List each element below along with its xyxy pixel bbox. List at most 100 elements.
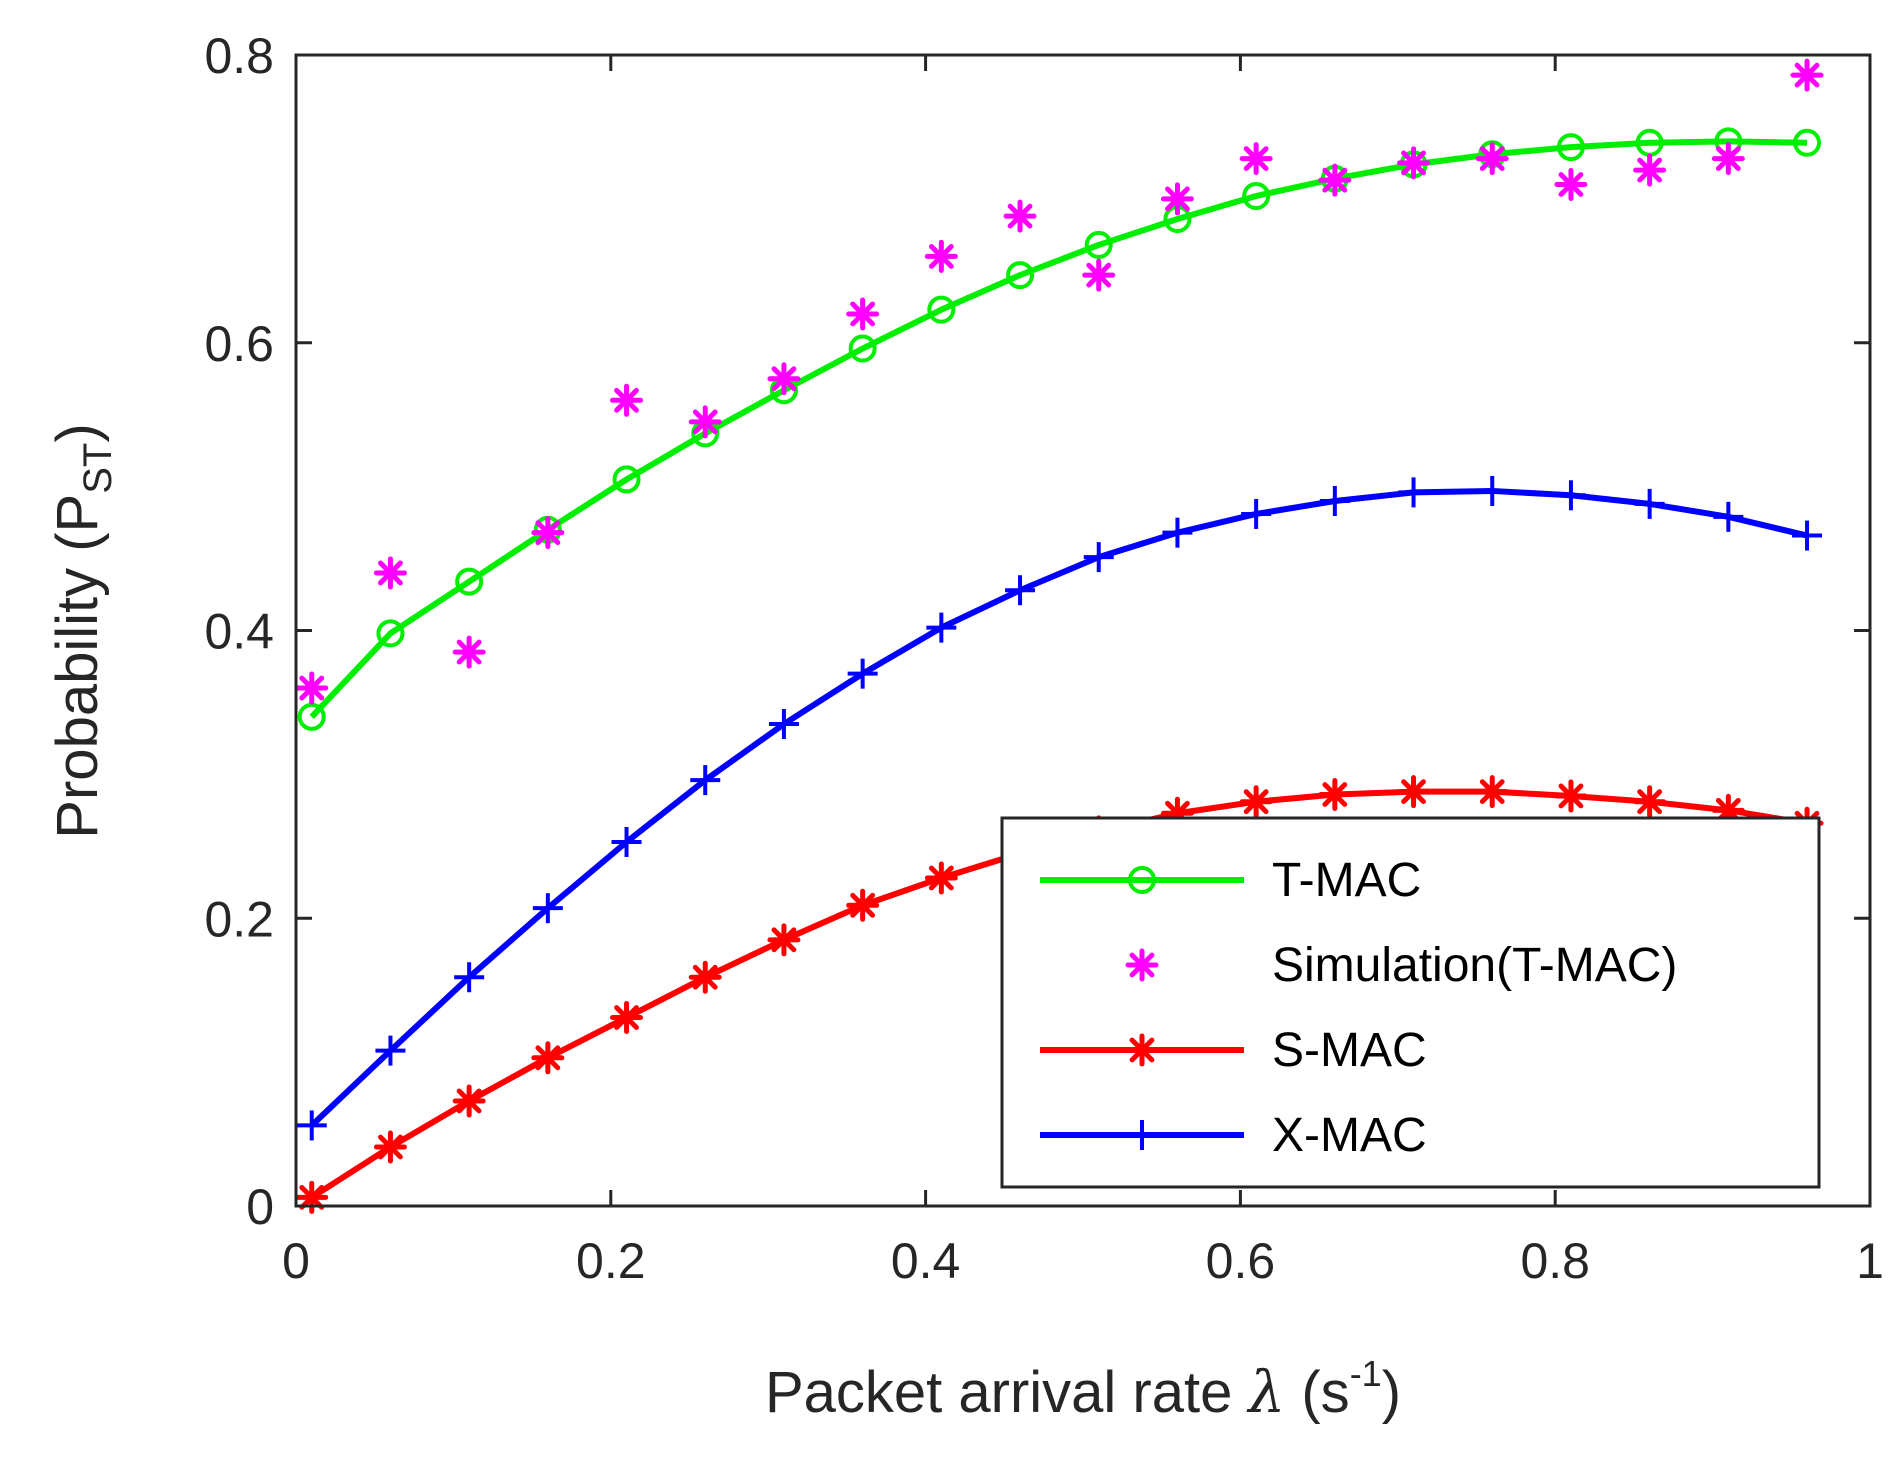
x-tick-label: 0 [282,1233,310,1289]
data-point-x-mac [454,962,485,993]
data-point-t-mac [927,295,956,324]
data-point-t-mac [1242,181,1271,210]
data-point-x-mac [690,765,721,796]
x-axis-title-unit-open: (s [1285,1360,1349,1425]
y-tick-label: 0.8 [204,28,274,84]
y-axis-title-suffix: ) [45,423,110,442]
legend-marker-s-mac [1125,1033,1159,1067]
y-tick-label: 0.2 [204,891,274,947]
data-point-t-mac [1084,230,1113,259]
data-point-simulation-t-mac [1003,199,1037,233]
data-point-x-mac [1477,475,1508,506]
legend-marker-x-mac [1127,1120,1157,1150]
data-point-s-mac [1633,785,1667,819]
y-tick-label: 0.6 [204,316,274,372]
data-point-s-mac [373,1130,407,1164]
data-point-x-mac [1792,520,1823,551]
data-point-s-mac [688,960,722,994]
data-point-x-mac [1319,486,1350,517]
data-point-s-mac [452,1084,486,1118]
data-point-simulation-t-mac [1633,153,1667,187]
y-tick-label: 0.4 [204,604,274,660]
data-point-x-mac [1398,477,1429,508]
legend-swatch-x-mac [1040,1120,1244,1150]
x-tick-label: 1 [1856,1233,1884,1289]
data-point-x-mac [1083,542,1114,573]
data-point-x-mac [375,1035,406,1066]
data-point-simulation-t-mac [1475,142,1509,176]
x-tick-label: 0.8 [1520,1233,1590,1289]
data-point-simulation-t-mac [531,516,565,550]
series-simulation-t-mac [295,58,1824,705]
data-point-simulation-t-mac [846,297,880,331]
data-point-simulation-t-mac [1318,163,1352,197]
x-tick-label: 0.4 [891,1233,961,1289]
data-point-simulation-t-mac [924,239,958,273]
data-point-t-mac [1793,128,1822,157]
data-point-s-mac [610,1001,644,1035]
data-point-simulation-t-mac [373,556,407,590]
x-tick-label: 0.2 [576,1233,646,1289]
series-x-mac [296,475,1823,1141]
data-point-simulation-t-mac [1082,258,1116,292]
data-point-simulation-t-mac [1711,142,1745,176]
legend-swatch-simulation-t-mac [1125,948,1159,982]
data-point-s-mac [1239,785,1273,819]
legend-label-t-mac: T-MAC [1272,854,1421,907]
data-point-simulation-t-mac [452,635,486,669]
data-point-s-mac [1397,775,1431,809]
data-point-simulation-t-mac [1160,182,1194,216]
data-point-simulation-t-mac [610,383,644,417]
data-point-s-mac [1475,775,1509,809]
data-point-s-mac [846,888,880,922]
legend-label-s-mac: S-MAC [1272,1024,1427,1077]
data-point-t-mac [1006,261,1035,290]
legend-marker-t-mac [1128,866,1156,894]
data-point-x-mac [1713,501,1744,532]
x-axis-title-prefix: Packet arrival rate [765,1360,1249,1425]
data-point-simulation-t-mac [1239,142,1273,176]
data-point-x-mac [611,826,642,857]
data-point-t-mac [297,702,326,731]
x-axis-title: Packet arrival rate λ (s-1) [765,1353,1401,1426]
data-point-s-mac [1318,778,1352,812]
data-point-x-mac [532,893,563,924]
data-point-s-mac [1554,779,1588,813]
data-point-simulation-t-mac [1397,146,1431,180]
data-point-t-mac [848,334,877,363]
data-point-simulation-t-mac [1790,58,1824,92]
data-point-x-mac [847,658,878,689]
legend: T-MAC Simulation(T-MAC) S-MAC X-MAC [1000,816,1821,1189]
data-point-t-mac [455,567,484,596]
data-point-x-mac [296,1110,327,1141]
legend-label-x-mac: X-MAC [1272,1109,1427,1162]
data-point-x-mac [1162,517,1193,548]
x-axis-title-unit-close: ) [1382,1360,1401,1425]
legend-swatch-t-mac [1040,866,1244,894]
labels-layer: 0 0.2 0.4 0.6 0.8 1 0 0.2 0.4 0.6 0.8 [204,28,1883,1289]
x-tick-label: 0.6 [1206,1233,1276,1289]
data-point-s-mac [531,1041,565,1075]
x-axis-title-superscript: -1 [1350,1353,1382,1394]
data-point-x-mac [768,709,799,740]
y-axis-title-subscript: ST [76,443,120,494]
data-point-t-mac [1556,133,1585,162]
x-axis-title-lambda: λ [1246,1358,1285,1426]
data-point-t-mac [376,619,405,648]
y-axis-title: Probability (PST) [45,423,120,838]
data-point-simulation-t-mac [688,405,722,439]
legend-label-simulation: Simulation(T-MAC) [1272,939,1677,992]
data-point-t-mac [612,465,641,494]
data-point-x-mac [1005,575,1036,606]
data-point-s-mac [924,861,958,895]
data-point-s-mac [295,1180,329,1214]
data-point-x-mac [1241,498,1272,529]
data-point-x-mac [1634,488,1665,519]
legend-marker-simulation-t-mac [1125,948,1159,982]
data-point-simulation-t-mac [295,671,329,705]
plot-frame [294,53,1872,1208]
y-axis-title-prefix: Probability (P [45,494,110,839]
data-point-x-mac [926,612,957,643]
legend-swatch-s-mac [1040,1033,1244,1067]
